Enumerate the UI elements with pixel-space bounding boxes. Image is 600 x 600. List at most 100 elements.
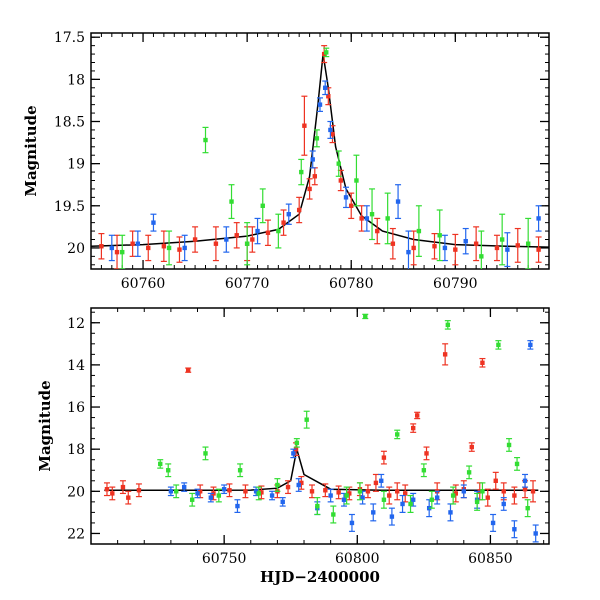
- top-data-point: [525, 241, 531, 246]
- bottom-data-point: [185, 367, 191, 373]
- bottom-data-point: [237, 468, 243, 473]
- bottom-data-point: [490, 520, 496, 526]
- top-data-point: [166, 245, 172, 251]
- top-data-point: [260, 203, 265, 208]
- top-data-point: [390, 241, 396, 246]
- bottom-data-points: [103, 313, 539, 543]
- bottom-data-point: [434, 495, 440, 500]
- top-data-point: [302, 123, 307, 128]
- bottom-y-tick-label: 12: [67, 316, 85, 332]
- top-data-point: [312, 174, 317, 179]
- top-data-point: [224, 237, 229, 242]
- bottom-plot-frame: [90, 307, 550, 545]
- top-x-tick-label: 60770: [225, 276, 270, 292]
- top-data-point: [323, 85, 328, 90]
- bottom-data-point: [110, 491, 115, 496]
- bottom-y-tick-label: 14: [67, 358, 85, 374]
- bottom-data-point: [363, 314, 368, 319]
- top-y-tick-label: 20: [67, 241, 85, 257]
- bottom-data-point: [522, 478, 528, 483]
- bottom-data-point: [371, 510, 376, 515]
- bottom-data-point: [259, 490, 264, 495]
- top-data-point: [307, 186, 312, 192]
- top-data-point: [255, 228, 260, 234]
- bottom-data-point: [514, 461, 520, 467]
- top-data-point: [151, 220, 156, 225]
- bottom-y-tick-label: 22: [67, 526, 85, 542]
- bottom-data-point: [387, 493, 392, 498]
- bottom-x-tick-label: 60800: [335, 551, 380, 567]
- top-data-point: [317, 102, 323, 107]
- bottom-data-point: [331, 512, 336, 517]
- bottom-data-point: [323, 488, 328, 493]
- bottom-data-point: [474, 499, 480, 505]
- bottom-data-point: [275, 482, 280, 488]
- bottom-data-point: [203, 451, 208, 456]
- top-data-point: [411, 245, 416, 251]
- bottom-data-point: [309, 489, 315, 494]
- bottom-data-point: [227, 488, 232, 493]
- bottom-data-point: [104, 487, 110, 492]
- top-data-point: [479, 254, 484, 259]
- top-data-point: [281, 220, 286, 225]
- top-data-point: [349, 203, 354, 208]
- bottom-data-point: [381, 455, 387, 460]
- bottom-data-point: [174, 489, 179, 494]
- bottom-data-point: [395, 489, 400, 494]
- bottom-data-point: [256, 491, 261, 496]
- top-y-tick-label: 18: [67, 72, 85, 88]
- bottom-data-point: [395, 432, 400, 437]
- bottom-data-point: [512, 493, 517, 498]
- bottom-data-point: [403, 491, 408, 496]
- bottom-y-tick-label: 16: [67, 400, 85, 416]
- bottom-data-point: [280, 499, 285, 505]
- top-data-point: [109, 245, 115, 251]
- bottom-data-point: [189, 497, 195, 502]
- top-data-point: [536, 247, 541, 252]
- top-data-point: [250, 237, 255, 242]
- bottom-data-point: [525, 505, 530, 511]
- top-data-point: [536, 216, 541, 221]
- top-data-point: [244, 241, 250, 246]
- bottom-data-point: [522, 487, 528, 492]
- bottom-data-point: [294, 440, 300, 446]
- top-plot-frame: [90, 32, 550, 270]
- bottom-data-point: [485, 495, 490, 500]
- top-y-tick-label: 19: [67, 157, 85, 173]
- bottom-data-point: [408, 501, 413, 507]
- top-data-point: [286, 212, 291, 217]
- bottom-data-point: [168, 489, 174, 494]
- bottom-data-point: [506, 442, 512, 448]
- bottom-data-point: [414, 413, 420, 418]
- top-data-point: [515, 243, 520, 248]
- top-x-tick-label: 60790: [433, 276, 478, 292]
- bottom-axis-ticks: 60750 60800 60850 12 14 16 18 20 22: [67, 308, 549, 567]
- top-data-point: [324, 50, 329, 55]
- bottom-data-point: [501, 489, 506, 494]
- top-data-point: [296, 207, 302, 213]
- bottom-data-point: [501, 501, 506, 507]
- bottom-data-point: [421, 468, 427, 473]
- bottom-data-point: [493, 478, 498, 483]
- top-x-tick-label: 60780: [329, 276, 374, 292]
- top-data-point: [336, 161, 341, 166]
- bottom-data-point: [400, 501, 405, 507]
- top-data-point: [505, 247, 510, 252]
- top-data-point: [369, 212, 375, 217]
- top-data-point: [338, 178, 344, 183]
- bottom-data-point: [466, 470, 472, 475]
- bottom-data-point: [296, 482, 301, 488]
- bottom-y-tick-label: 20: [67, 484, 85, 500]
- top-x-tick-label: 60760: [121, 276, 166, 292]
- top-data-point: [120, 249, 125, 255]
- bottom-data-point: [381, 497, 387, 502]
- top-data-point: [406, 249, 411, 255]
- top-data-point: [499, 237, 505, 242]
- top-data-point: [473, 241, 479, 246]
- bottom-data-point: [315, 503, 320, 509]
- top-data-point: [135, 241, 141, 246]
- top-data-point: [314, 136, 320, 141]
- top-data-point: [359, 216, 364, 221]
- top-data-point: [99, 244, 104, 249]
